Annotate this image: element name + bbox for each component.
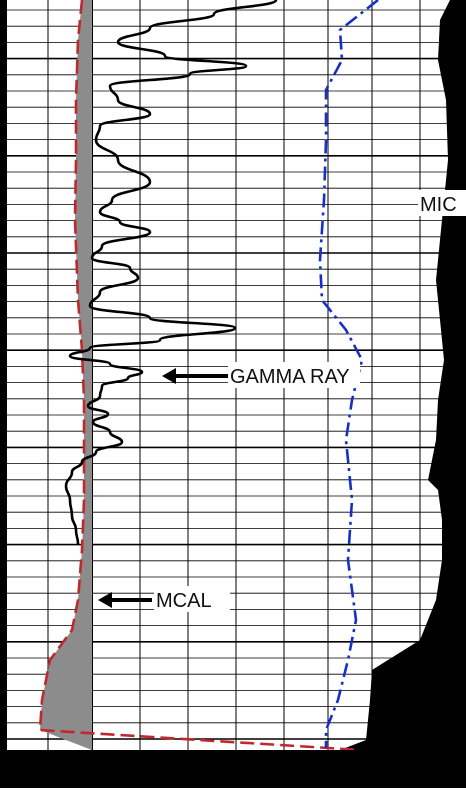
- bottom-black-band: [0, 750, 466, 788]
- mic-label: MIC: [420, 194, 457, 216]
- caliper-shading: [40, 0, 92, 750]
- mcal-curve: [38, 0, 361, 752]
- mcal-label: MCAL: [156, 590, 212, 612]
- gamma-ray-arrow-head: [162, 368, 176, 384]
- blue-dash-dot-curve: [318, 0, 379, 748]
- mic-filled-curve: [340, 0, 466, 750]
- mcal-arrow-head: [98, 592, 112, 608]
- mic-label-bg: [418, 190, 466, 216]
- track-left-edge: [0, 0, 6, 750]
- annotation-labels: GAMMA RAY MCAL MIC: [98, 190, 466, 612]
- gamma-ray-curve: [64, 0, 278, 545]
- mcal-label-bg: [154, 586, 230, 612]
- gamma-ray-label: GAMMA RAY: [230, 366, 350, 388]
- gamma-ray-label-bg: [228, 362, 360, 388]
